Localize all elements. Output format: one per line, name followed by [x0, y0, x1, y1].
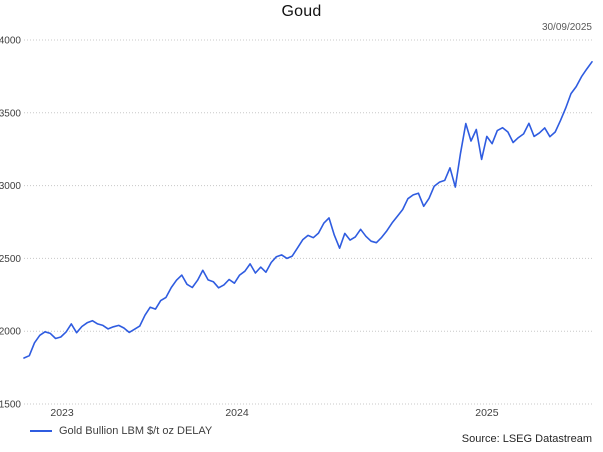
legend-label: Gold Bullion LBM $/t oz DELAY [59, 425, 213, 437]
gridlines [24, 39, 592, 405]
y-tick-label: 3500 [0, 108, 21, 119]
y-tick-label: 4000 [0, 36, 21, 47]
chart-title: Goud [281, 3, 322, 20]
y-axis-labels: 4000 3500 3000 2500 2000 1500 [0, 36, 21, 411]
legend: Gold Bullion LBM $/t oz DELAY [30, 425, 212, 437]
y-tick-label: 1500 [0, 400, 21, 411]
chart-date-label: 30/09/2025 [541, 22, 592, 33]
y-tick-label: 3000 [0, 181, 21, 192]
x-tick-label: 2023 [50, 407, 74, 419]
x-axis-labels: 2023 2024 2025 [50, 407, 498, 419]
x-tick-label: 2025 [475, 407, 499, 419]
source-label: Source: LSEG Datastream [461, 433, 592, 445]
y-tick-label: 2000 [0, 327, 21, 338]
gold-price-line [23, 60, 593, 359]
x-tick-label: 2024 [225, 407, 249, 419]
legend-line-swatch [30, 430, 52, 432]
y-tick-label: 2500 [0, 254, 21, 265]
